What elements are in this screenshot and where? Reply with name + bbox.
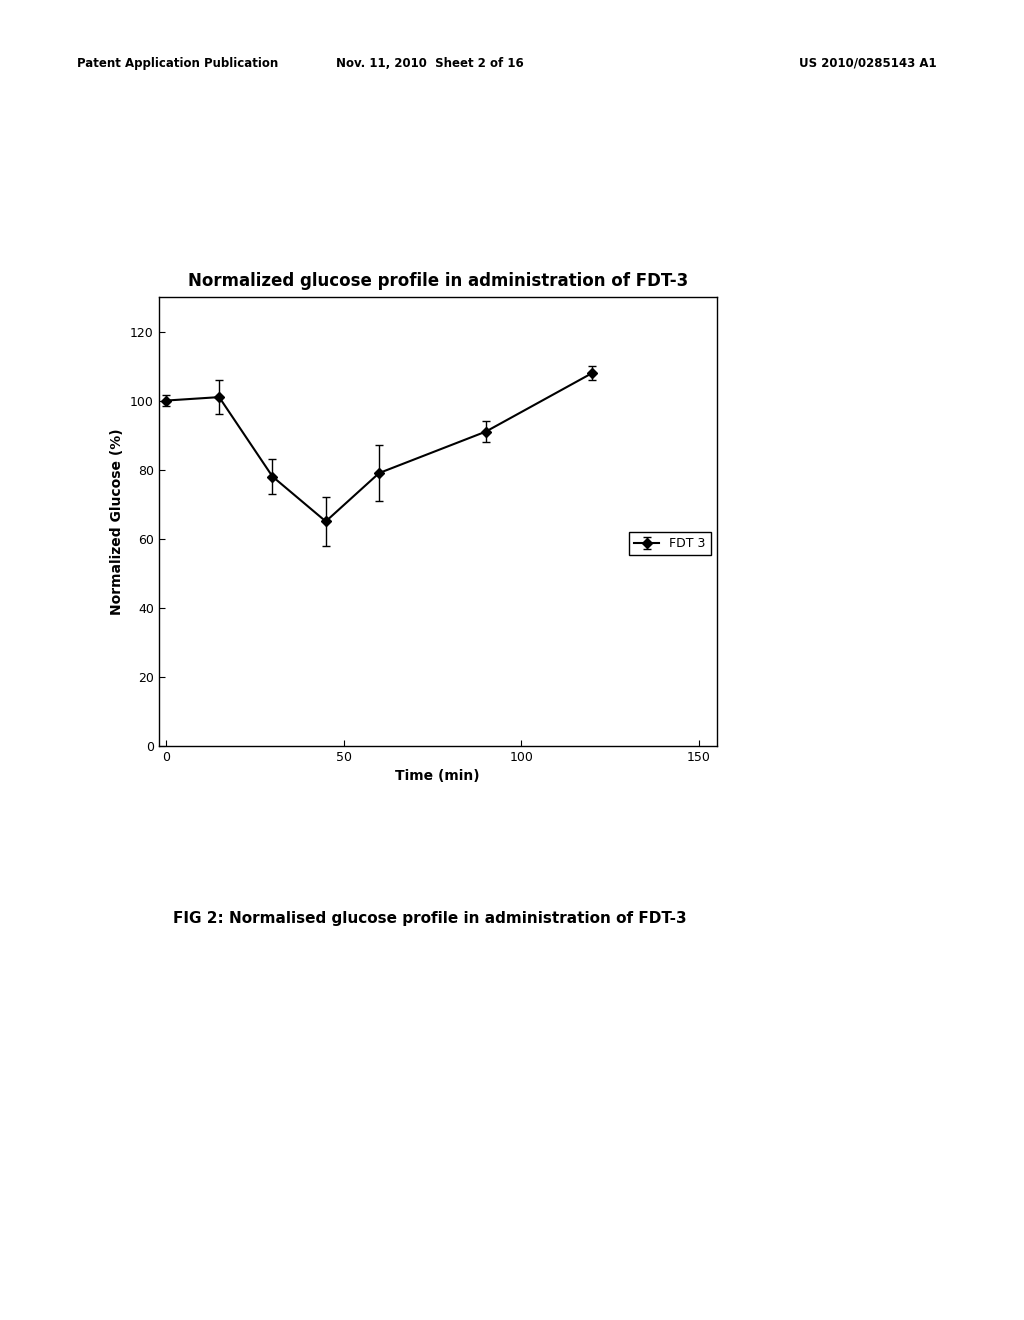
Legend: FDT 3: FDT 3 xyxy=(629,532,711,556)
Y-axis label: Normalized Glucose (%): Normalized Glucose (%) xyxy=(111,428,125,615)
X-axis label: Time (min): Time (min) xyxy=(395,770,480,783)
Text: Nov. 11, 2010  Sheet 2 of 16: Nov. 11, 2010 Sheet 2 of 16 xyxy=(336,57,524,70)
Title: Normalized glucose profile in administration of FDT-3: Normalized glucose profile in administra… xyxy=(187,272,688,290)
Text: Patent Application Publication: Patent Application Publication xyxy=(77,57,279,70)
Text: US 2010/0285143 A1: US 2010/0285143 A1 xyxy=(799,57,936,70)
Text: FIG 2: Normalised glucose profile in administration of FDT-3: FIG 2: Normalised glucose profile in adm… xyxy=(173,911,687,925)
